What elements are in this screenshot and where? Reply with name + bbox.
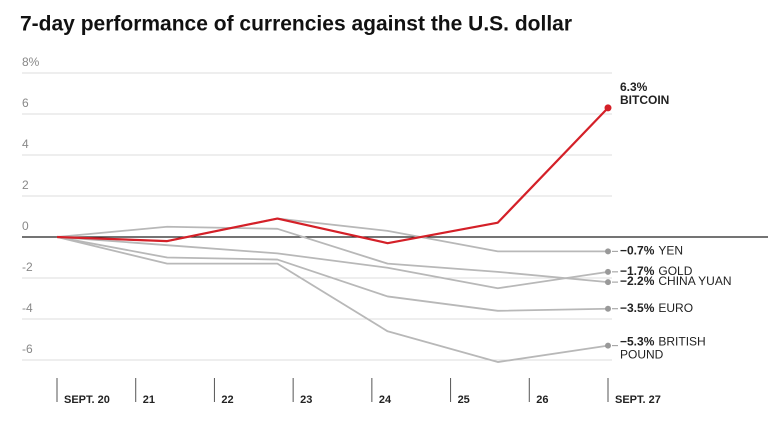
end-label: −0.7% YEN	[620, 244, 683, 258]
series-line	[56, 107, 609, 245]
y-tick-label: -2	[22, 260, 33, 274]
end-value-label: −5.3%	[620, 335, 655, 349]
series-label: YEN	[658, 244, 683, 258]
end-dot	[605, 268, 611, 275]
end-dot	[605, 279, 611, 286]
series-label: BITCOIN	[620, 93, 669, 107]
y-tick-label: 6	[22, 96, 29, 110]
end-value-label: −0.7%	[620, 244, 655, 258]
x-tick-label: 25	[458, 394, 470, 406]
end-dot	[605, 305, 611, 312]
x-tick-label: 24	[379, 394, 392, 406]
end-value-label: −2.2%	[620, 274, 655, 288]
y-tick-label: -4	[22, 301, 33, 315]
end-dot	[605, 248, 611, 255]
end-dot	[605, 342, 611, 349]
end-value-label: 6.3%	[620, 80, 648, 94]
x-tick-label: SEPT. 20	[64, 394, 110, 406]
series-line	[56, 236, 609, 312]
x-tick-label: 23	[300, 394, 312, 406]
x-tick-label: 26	[536, 394, 548, 406]
y-tick-label: 0	[22, 219, 29, 233]
series-label: GOLD	[658, 264, 692, 278]
series-label: EURO	[658, 301, 693, 315]
end-label: −2.2% CHINA YUAN	[620, 274, 732, 288]
y-tick-label: -6	[22, 342, 33, 356]
x-tick-label: 22	[221, 394, 233, 406]
series-label-cont: POUND	[620, 348, 664, 362]
end-label: −3.5% EURO	[620, 301, 693, 315]
x-tick-label: SEPT. 27	[615, 394, 661, 406]
y-tick-label: 4	[22, 137, 29, 151]
y-tick-label: 8%	[22, 55, 40, 69]
chart-title: 7-day performance of currencies against …	[20, 13, 572, 36]
end-label: −1.7% GOLD	[620, 264, 693, 278]
end-dot	[604, 104, 612, 112]
x-tick-label: 21	[143, 394, 155, 406]
end-value-label: −3.5%	[620, 301, 655, 315]
end-value-label: −1.7%	[620, 264, 655, 278]
y-tick-label: 2	[22, 178, 29, 192]
series-line	[56, 236, 609, 290]
series-label: BRITISH	[658, 335, 705, 349]
series-label: CHINA YUAN	[658, 274, 731, 288]
end-label: −5.3% BRITISH POUND	[620, 335, 706, 362]
series-line	[56, 225, 609, 283]
series-line	[56, 236, 609, 363]
